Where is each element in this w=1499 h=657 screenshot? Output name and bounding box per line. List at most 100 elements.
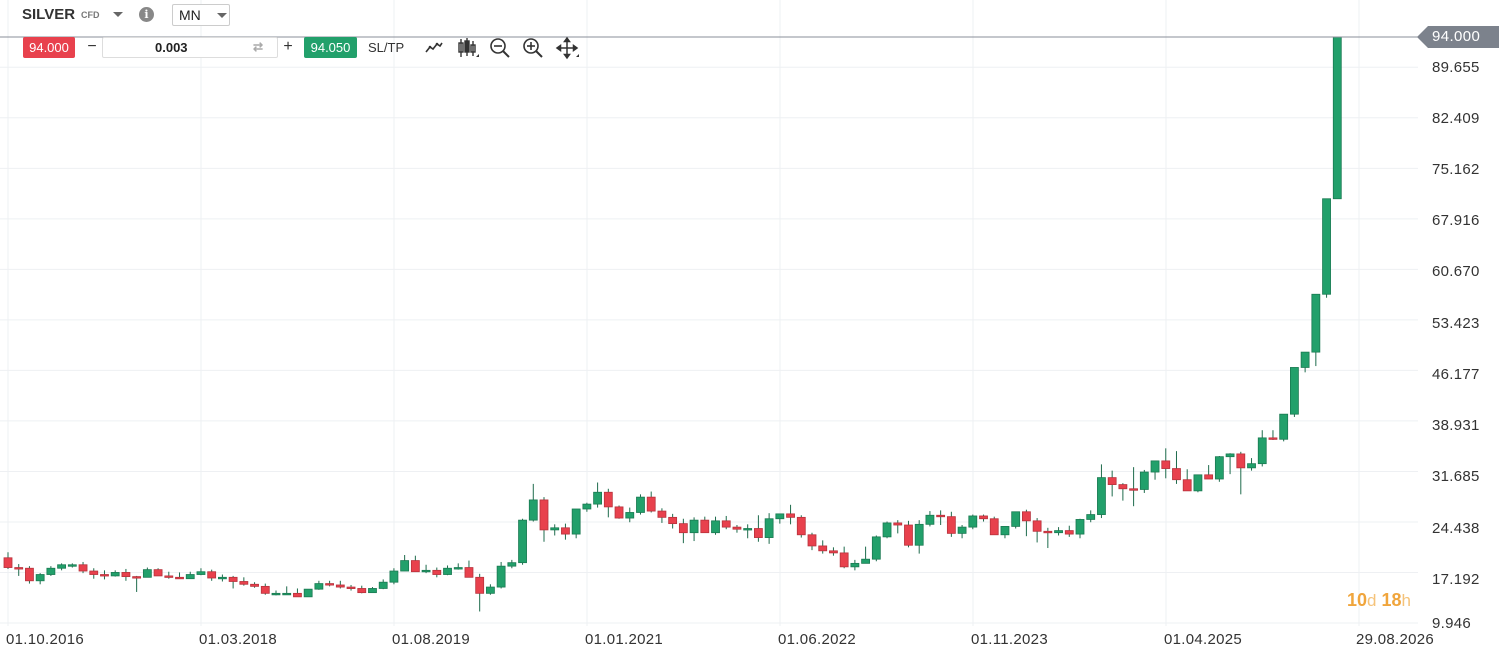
candle (1011, 511, 1021, 529)
candle (1193, 474, 1203, 493)
y-tick-label: 31.685 (1432, 468, 1480, 485)
candle-body-up (1322, 198, 1331, 295)
candle-body-down (807, 534, 817, 547)
candle (593, 482, 602, 508)
candle-body-down (260, 585, 270, 594)
candle (357, 585, 367, 594)
candle-body-down (946, 516, 956, 534)
y-tick-label: 60.670 (1432, 263, 1480, 280)
candle (453, 563, 463, 570)
candle (732, 525, 742, 533)
candle (121, 568, 131, 581)
candle-body-up (582, 503, 592, 510)
candle (904, 520, 913, 548)
candle-body-down (754, 528, 763, 538)
candle (839, 546, 849, 569)
candle-body-down (1204, 474, 1214, 480)
buy-button[interactable]: 94.050 (304, 37, 357, 58)
candle-body-up (957, 526, 967, 534)
candle-body-up (314, 583, 324, 590)
zoom-in-icon[interactable] (521, 36, 545, 60)
candle-body-down (89, 570, 99, 575)
candle-body-down (1182, 479, 1192, 492)
candle-body-down (1118, 484, 1128, 490)
candle (936, 510, 946, 526)
candle-body-up (625, 512, 635, 519)
candle (1000, 526, 1010, 539)
candle (14, 564, 24, 576)
candle-body-up (443, 567, 452, 575)
candle (1022, 509, 1031, 537)
quantity-decrease-button[interactable]: − (87, 38, 97, 55)
candle-body-down (357, 588, 367, 594)
quantity-increase-button[interactable]: + (283, 38, 293, 55)
candle-body-down (1172, 468, 1181, 481)
quantity-value: 0.003 (155, 40, 188, 55)
sell-button[interactable]: 94.000 (23, 37, 75, 58)
swap-icon[interactable]: ⇄ (252, 40, 263, 54)
candle-body-up (1214, 456, 1224, 480)
candle (850, 559, 860, 571)
candle (175, 572, 184, 580)
symbol-name[interactable]: SILVER (22, 6, 76, 23)
candle (185, 571, 195, 580)
candle-body-up (485, 586, 495, 594)
candle-body-down (464, 567, 474, 578)
candle-body-up (368, 588, 377, 594)
symbol-dropdown-chevron-icon[interactable] (113, 12, 123, 17)
candle (443, 565, 452, 576)
candle-body-up (528, 499, 538, 521)
line-chart-icon[interactable] (422, 36, 446, 60)
candle (78, 561, 88, 574)
candle (1182, 469, 1192, 492)
candle (1129, 467, 1138, 507)
x-tick-label: 01.03.2018 (199, 631, 278, 648)
candle (818, 540, 828, 554)
candle-body-down (678, 523, 688, 534)
candle (775, 513, 785, 524)
sltp-button[interactable]: SL/TP (368, 40, 405, 55)
x-tick-label: 29.08.2026 (1356, 631, 1435, 648)
candle (1311, 293, 1321, 367)
candle (389, 568, 399, 585)
x-tick-label: 01.10.2016 (6, 631, 85, 648)
quantity-input[interactable]: 0.003 ⇄ (102, 37, 278, 58)
candle-body-up (110, 572, 120, 577)
candle-body-up (764, 518, 774, 538)
candle-body-down (78, 564, 88, 572)
candle (1054, 527, 1063, 536)
candle (46, 566, 56, 576)
candle-body-up (217, 576, 227, 580)
candlestick-icon[interactable] (455, 36, 479, 60)
candle (1290, 367, 1299, 417)
candle (153, 568, 163, 577)
timeframe-chevron-icon[interactable] (217, 13, 227, 18)
candle-body-down (818, 545, 828, 552)
candle-body-up (850, 562, 860, 568)
current-price-label: 94.000 (1417, 26, 1499, 48)
timeframe-select[interactable]: MN (172, 4, 230, 26)
candlestick-series (3, 36, 1342, 612)
candle-body-up (1332, 36, 1342, 200)
candle-body-up (914, 523, 924, 546)
zoom-out-icon[interactable] (488, 36, 512, 60)
candle-body-down (293, 592, 302, 598)
candle (1322, 198, 1331, 298)
candle-body-down (132, 576, 142, 579)
candle (1161, 448, 1171, 479)
candle (721, 515, 731, 530)
candle-body-down (668, 516, 678, 525)
candle (1118, 483, 1128, 501)
candle-body-down (1107, 477, 1117, 485)
info-icon[interactable]: i (139, 7, 154, 22)
move-icon[interactable] (555, 36, 579, 60)
candle (796, 515, 806, 538)
candle (764, 513, 774, 544)
candle-body-up (711, 520, 720, 534)
candle-body-down (25, 567, 34, 582)
candle-body-up (1000, 526, 1010, 536)
candle-body-up (1086, 514, 1096, 520)
y-tick-label: 9.946 (1432, 615, 1472, 632)
candle (132, 575, 142, 592)
